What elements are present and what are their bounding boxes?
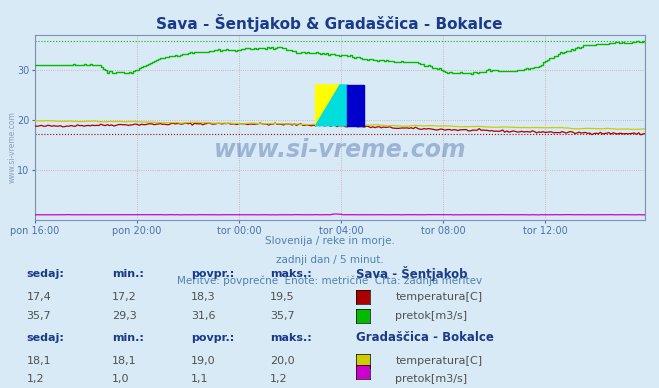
Text: 19,0: 19,0 <box>191 356 215 366</box>
Text: 35,7: 35,7 <box>270 311 295 321</box>
Text: Slovenija / reke in morje.: Slovenija / reke in morje. <box>264 236 395 246</box>
Text: 18,1: 18,1 <box>112 356 136 366</box>
Text: maks.:: maks.: <box>270 268 312 279</box>
Text: temperatura[C]: temperatura[C] <box>395 356 482 366</box>
Text: pretok[m3/s]: pretok[m3/s] <box>395 311 467 321</box>
Text: 1,2: 1,2 <box>26 374 44 385</box>
Text: Meritve: povprečne  Enote: metrične  Črta: zadnja meritev: Meritve: povprečne Enote: metrične Črta:… <box>177 274 482 286</box>
Text: maks.:: maks.: <box>270 333 312 343</box>
Text: 18,1: 18,1 <box>26 356 51 366</box>
Text: sedaj:: sedaj: <box>26 333 64 343</box>
Text: 29,3: 29,3 <box>112 311 137 321</box>
Text: zadnji dan / 5 minut.: zadnji dan / 5 minut. <box>275 255 384 265</box>
Polygon shape <box>316 85 340 126</box>
Text: temperatura[C]: temperatura[C] <box>395 292 482 302</box>
Text: Gradaščica - Bokalce: Gradaščica - Bokalce <box>356 331 494 344</box>
Text: www.si-vreme.com: www.si-vreme.com <box>8 111 17 184</box>
Text: Sava - Šentjakob & Gradaščica - Bokalce: Sava - Šentjakob & Gradaščica - Bokalce <box>156 14 503 31</box>
Text: www.si-vreme.com: www.si-vreme.com <box>214 138 467 162</box>
Text: 1,2: 1,2 <box>270 374 288 385</box>
Text: povpr.:: povpr.: <box>191 268 235 279</box>
Text: 17,4: 17,4 <box>26 292 51 302</box>
Text: sedaj:: sedaj: <box>26 268 64 279</box>
Text: Sava - Šentjakob: Sava - Šentjakob <box>356 266 467 281</box>
Text: 1,1: 1,1 <box>191 374 209 385</box>
Text: 18,3: 18,3 <box>191 292 215 302</box>
Text: min.:: min.: <box>112 268 144 279</box>
Text: min.:: min.: <box>112 333 144 343</box>
Text: 19,5: 19,5 <box>270 292 295 302</box>
Text: pretok[m3/s]: pretok[m3/s] <box>395 374 467 385</box>
Text: povpr.:: povpr.: <box>191 333 235 343</box>
Polygon shape <box>347 85 364 126</box>
Polygon shape <box>316 85 347 126</box>
Text: 17,2: 17,2 <box>112 292 137 302</box>
Text: 31,6: 31,6 <box>191 311 215 321</box>
Text: 20,0: 20,0 <box>270 356 295 366</box>
Text: 35,7: 35,7 <box>26 311 51 321</box>
Text: 1,0: 1,0 <box>112 374 130 385</box>
